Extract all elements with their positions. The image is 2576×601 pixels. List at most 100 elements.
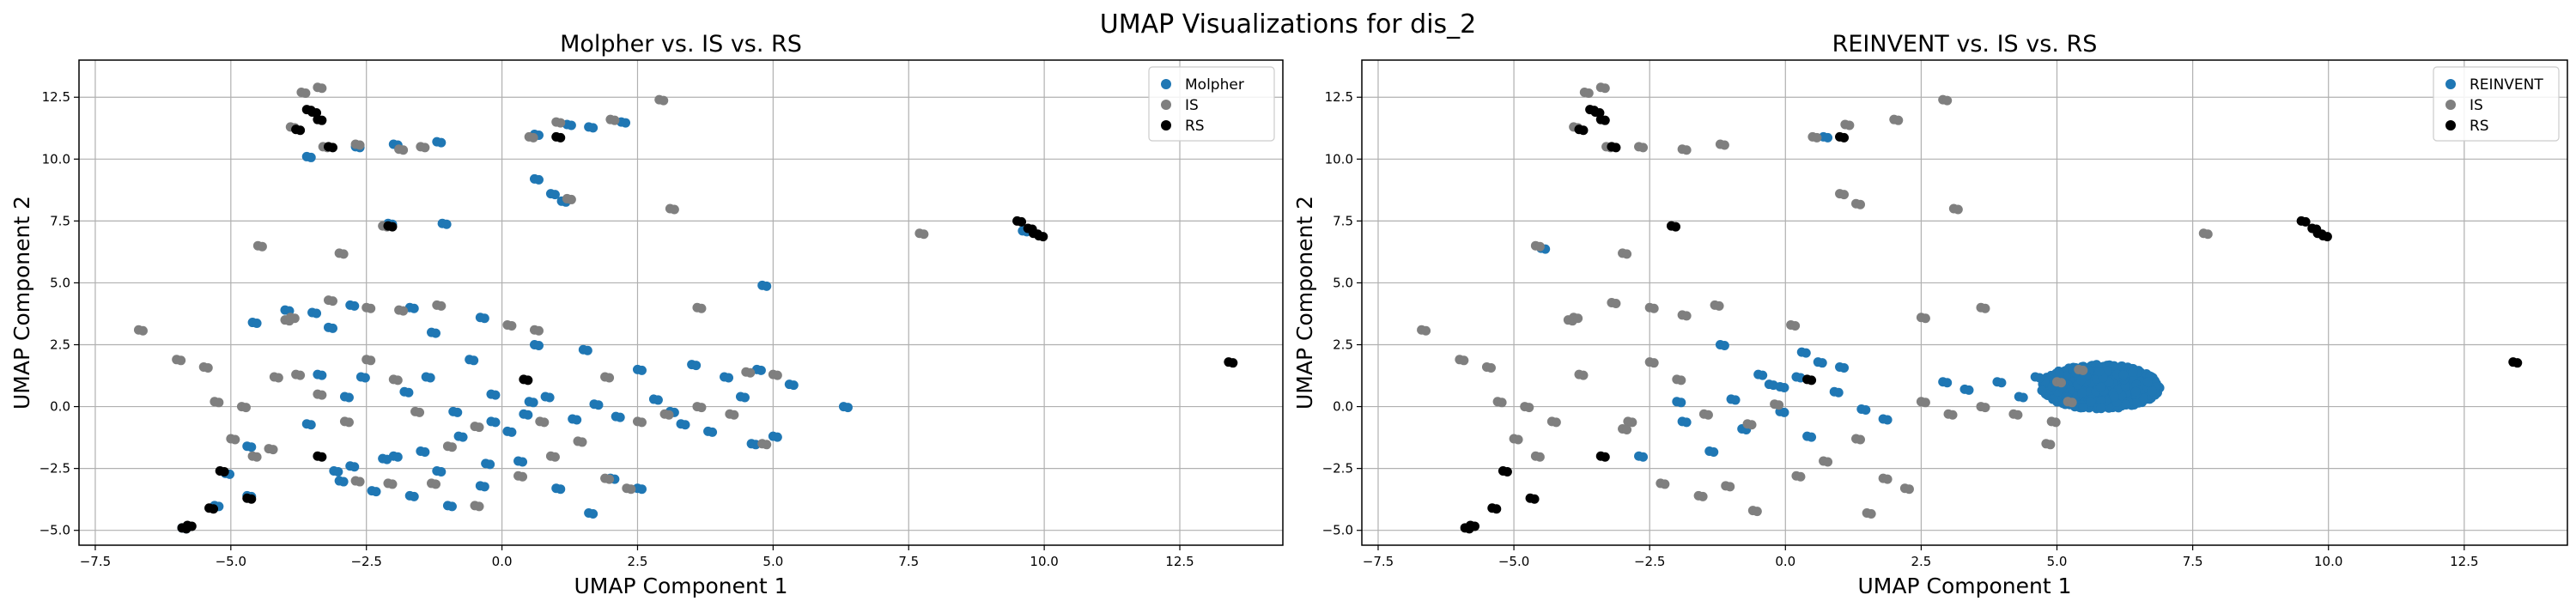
- x-tick-label: −5.0: [1498, 554, 1529, 569]
- scatter-point: [2300, 216, 2311, 227]
- scatter-point: [349, 300, 360, 311]
- scatter-point: [745, 367, 756, 378]
- scatter-point: [420, 143, 430, 153]
- scatter-point: [230, 434, 240, 445]
- x-tick-label: −7.5: [1363, 554, 1394, 569]
- scatter-point: [1856, 434, 1866, 445]
- series-is: [133, 82, 929, 512]
- scatter-point: [387, 479, 398, 489]
- scatter-point: [2045, 440, 2056, 450]
- scatter-point: [550, 452, 560, 462]
- scatter-point: [2109, 361, 2119, 371]
- scatter-point: [338, 249, 349, 259]
- scatter-point: [1228, 358, 1238, 368]
- scatter-point: [1676, 375, 1686, 385]
- scatter-point: [1627, 417, 1637, 428]
- scatter-point: [615, 412, 625, 422]
- scatter-point: [550, 190, 560, 200]
- scatter-point: [1996, 378, 2007, 388]
- scatter-point: [430, 479, 440, 489]
- scatter-point: [366, 355, 376, 366]
- scatter-point: [301, 88, 311, 98]
- scatter-point: [577, 437, 587, 447]
- scatter-point: [328, 143, 338, 153]
- grid: [79, 60, 1283, 545]
- scatter-point: [621, 118, 631, 128]
- scatter-point: [1638, 143, 1649, 153]
- scatter-point: [582, 345, 592, 355]
- scatter-point: [533, 341, 544, 351]
- series-reinvent: [1536, 131, 2165, 462]
- scatter-point: [518, 471, 528, 482]
- scatter-point: [360, 373, 370, 383]
- scatter-point: [1638, 452, 1649, 462]
- y-tick-label: 5.0: [1333, 275, 1353, 290]
- scatter-point: [2138, 393, 2148, 404]
- scatter-point: [343, 392, 354, 403]
- scatter-point: [528, 132, 538, 143]
- scatter-point: [1660, 479, 1670, 489]
- scatter-point: [1703, 410, 1713, 420]
- scatter-point: [257, 241, 267, 252]
- scatter-point: [1779, 407, 1789, 417]
- scatter-point: [1980, 303, 1990, 313]
- scatter-point: [219, 467, 229, 477]
- scatter-point: [669, 204, 679, 215]
- scatter-point: [659, 95, 669, 106]
- y-tick-label: 10.0: [42, 151, 70, 167]
- scatter-point: [2096, 396, 2106, 406]
- x-tick-label: 10.0: [2314, 554, 2342, 569]
- axes-frame: [1361, 59, 2568, 546]
- scatter-point: [1524, 403, 1534, 413]
- scatter-point: [306, 152, 316, 162]
- scatter-point: [1904, 484, 1914, 495]
- x-tick-label: 2.5: [1911, 554, 1931, 569]
- scatter-point: [556, 118, 566, 128]
- scatter-point: [268, 445, 278, 455]
- scatter-point: [387, 222, 398, 232]
- scatter-point: [295, 370, 306, 380]
- scatter-point: [739, 392, 750, 403]
- scatter-point: [539, 417, 550, 428]
- x-tick-label: 10.0: [1030, 554, 1058, 569]
- scatter-point: [588, 123, 598, 133]
- points-layer: [133, 82, 1238, 534]
- scatter-point: [523, 410, 533, 420]
- scatter-point: [2128, 367, 2138, 377]
- scatter-point: [338, 477, 349, 487]
- scatter-point: [1534, 241, 1545, 252]
- figure-title: UMAP Visualizations for dis_2: [1100, 9, 1477, 39]
- scatter-point: [626, 484, 636, 495]
- scatter-point: [1497, 398, 1507, 408]
- x-tick-label: −2.5: [1634, 554, 1665, 569]
- scatter-point: [312, 308, 322, 319]
- scatter-point: [1980, 403, 1990, 413]
- scatter-point: [2018, 392, 2028, 403]
- scatter-point: [1882, 474, 1893, 484]
- scatter-point: [1578, 125, 1589, 136]
- scatter-point: [203, 362, 213, 373]
- scatter-point: [181, 524, 191, 534]
- scatter-point: [2095, 382, 2105, 392]
- scatter-point: [447, 501, 457, 512]
- x-tick-label: 2.5: [628, 554, 648, 569]
- scatter-point: [240, 403, 251, 413]
- scatter-point: [317, 452, 327, 462]
- scatter-point: [404, 387, 414, 398]
- scatter-point: [1649, 358, 1659, 368]
- scatter-point: [2148, 386, 2158, 397]
- y-tick-label: 7.5: [50, 213, 70, 228]
- scatter-point: [1698, 491, 1708, 501]
- scatter-point: [566, 194, 576, 204]
- scatter-point: [1807, 432, 1817, 442]
- x-axis-label: UMAP Component 1: [574, 574, 788, 598]
- x-tick-label: −5.0: [216, 554, 246, 569]
- scatter-point: [1578, 370, 1589, 380]
- scatter-point: [762, 281, 772, 291]
- legend-marker: [1161, 79, 1171, 89]
- scatter-point: [398, 306, 409, 316]
- scatter-point: [1681, 311, 1692, 321]
- legend-marker: [2445, 79, 2456, 89]
- scatter-point: [2067, 398, 2077, 408]
- scatter-point: [1681, 145, 1692, 155]
